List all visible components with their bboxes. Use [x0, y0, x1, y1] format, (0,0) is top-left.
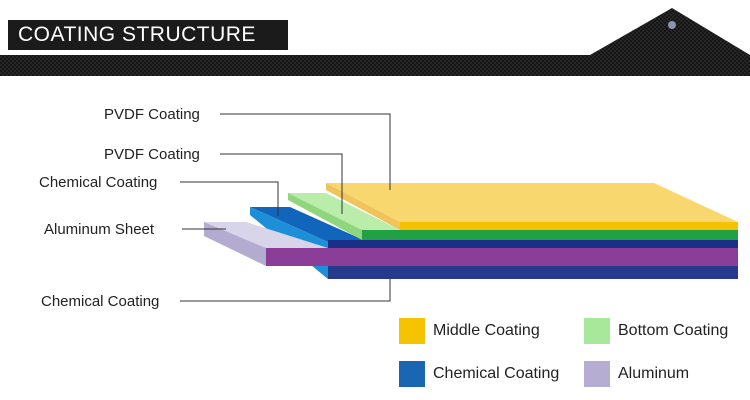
pvdf-edge	[400, 222, 738, 230]
callout-pvdf-coating-1: PVDF Coating	[104, 106, 200, 123]
roof-dot	[668, 21, 676, 29]
callout-aluminum-sheet: Aluminum Sheet	[44, 221, 155, 238]
navy-layer-edge	[328, 266, 738, 279]
legend-swatch	[584, 361, 610, 387]
leader-line-5	[180, 279, 391, 302]
blue-layer-edge	[328, 240, 738, 248]
legend-item-bottom-coating: Bottom Coating	[584, 317, 728, 345]
green-layer-top	[288, 193, 400, 230]
legend-swatch	[399, 318, 425, 344]
callout-chemical-coating-bottom: Chemical Coating	[41, 293, 159, 310]
legend-swatch	[399, 361, 425, 387]
legend-label: Chemical Coating	[433, 365, 560, 382]
roof-shape	[590, 8, 750, 55]
page-title: COATING STRUCTURE	[8, 20, 288, 50]
legend-swatch	[584, 318, 610, 344]
purple-layer-edge	[266, 248, 738, 266]
pvdf-front	[326, 183, 400, 230]
leader-line-3	[180, 181, 279, 216]
leader-line-1	[220, 113, 391, 190]
legend-item-aluminum: Aluminum	[584, 360, 689, 388]
callout-pvdf-coating-2: PVDF Coating	[104, 146, 200, 163]
header-stripe	[0, 55, 750, 76]
legend-item-middle-coating: Middle Coating	[399, 317, 540, 345]
legend-label: Middle Coating	[433, 322, 540, 339]
green-layer-edge	[362, 230, 738, 240]
blue-layer-top	[250, 207, 368, 242]
header-band	[0, 8, 750, 76]
legend-label: Aluminum	[618, 365, 690, 382]
pvdf-top	[326, 183, 738, 222]
legend-item-chemical-coating: Chemical Coating	[399, 360, 559, 388]
callout-chemical-coating-top: Chemical Coating	[39, 174, 157, 191]
leader-line-2	[220, 153, 343, 214]
legend-label: Bottom Coating	[618, 322, 729, 339]
aluminum-top	[204, 222, 328, 248]
aluminum-front	[204, 222, 266, 266]
green-layer-front	[288, 193, 362, 240]
